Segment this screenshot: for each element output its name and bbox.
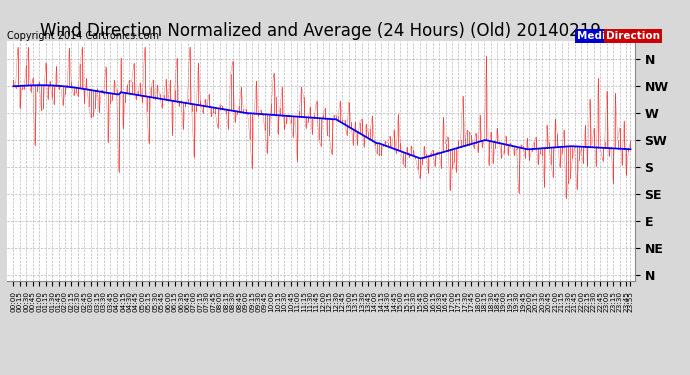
Text: Copyright 2014 Cartronics.com: Copyright 2014 Cartronics.com — [7, 32, 159, 41]
Text: Direction: Direction — [606, 32, 660, 41]
Title: Wind Direction Normalized and Average (24 Hours) (Old) 20140219: Wind Direction Normalized and Average (2… — [41, 22, 601, 40]
Text: Median: Median — [577, 32, 620, 41]
